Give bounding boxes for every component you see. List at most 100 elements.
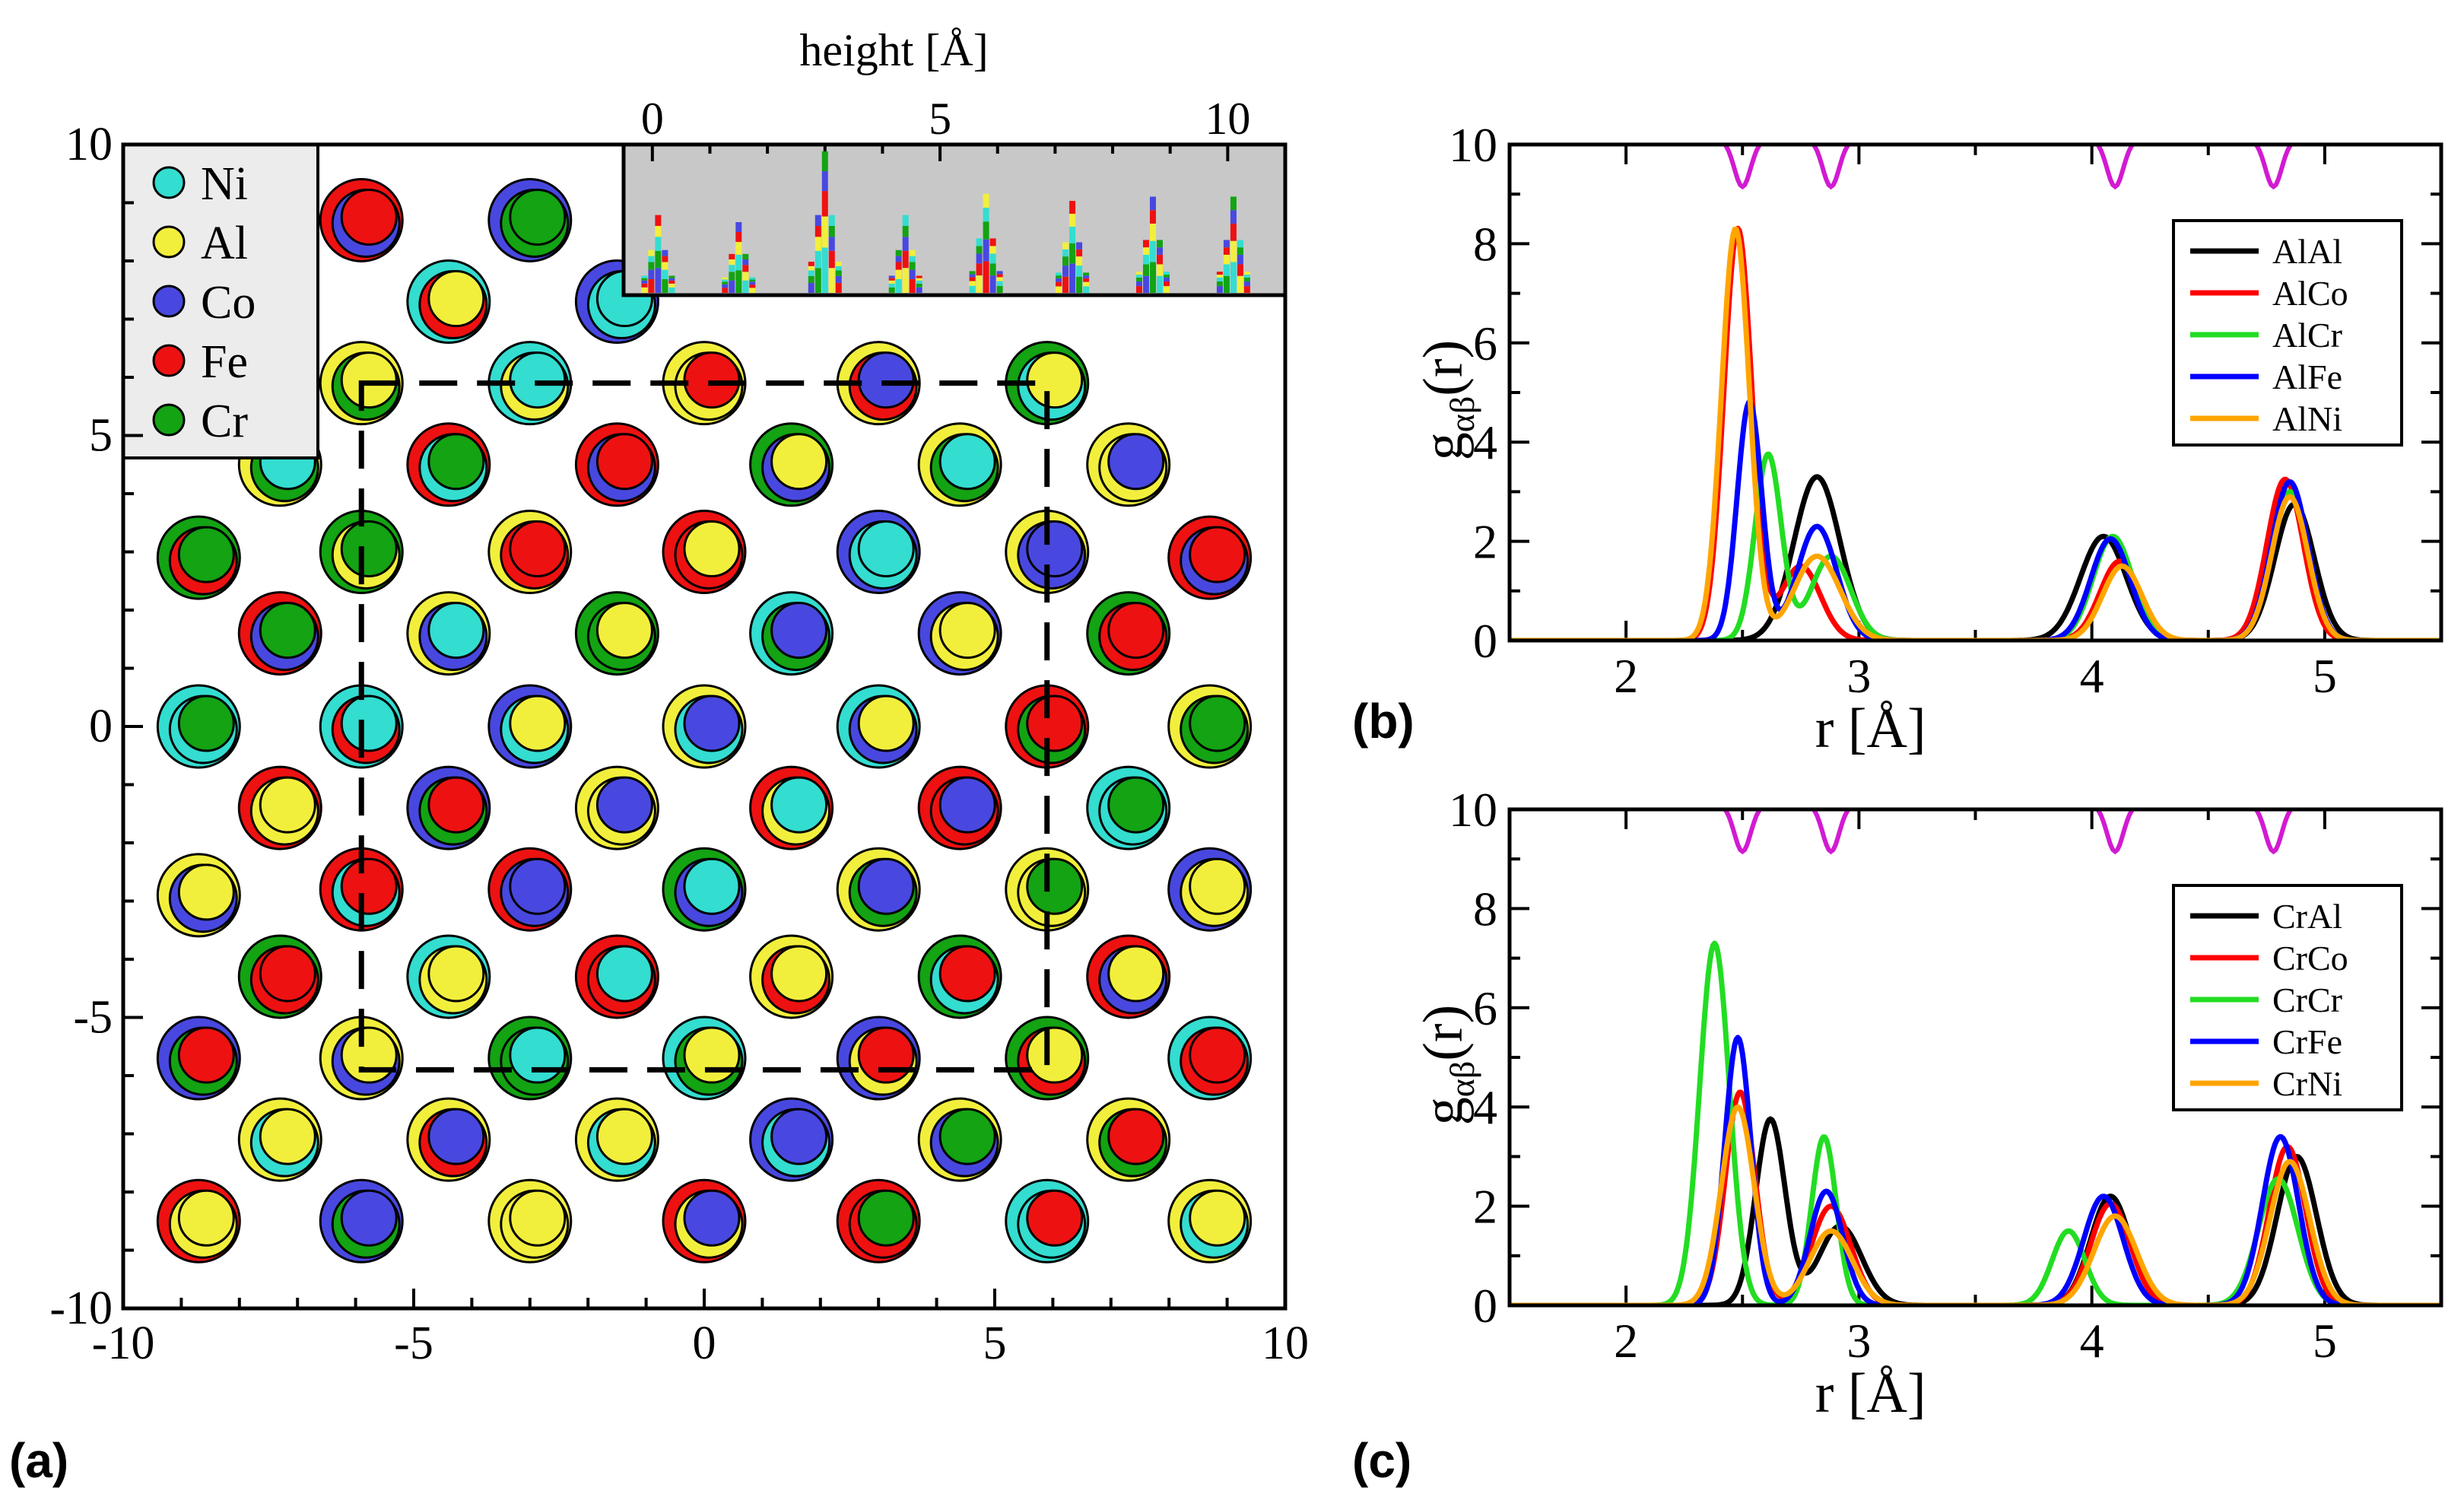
- atom-column: [749, 934, 834, 1019]
- atom-column: [156, 684, 241, 769]
- inset-bar: [1237, 247, 1243, 255]
- x-tick-label: 3: [1846, 649, 1871, 703]
- inset-bar: [641, 287, 648, 293]
- atom-co: [683, 695, 741, 752]
- x-tick-label: 0: [693, 1318, 716, 1369]
- inset-bar: [1230, 210, 1237, 224]
- legend-label-alal: AlAl: [2272, 232, 2342, 271]
- atom-column: [836, 510, 921, 594]
- y-tick-label: 8: [1473, 217, 1497, 271]
- atom-cr: [427, 433, 485, 491]
- plot-frame: [1507, 807, 2443, 1308]
- series-line-cral: [1510, 1116, 2441, 1305]
- atom-co: [340, 1189, 398, 1247]
- inset-bar: [983, 239, 989, 262]
- panel-label-a: (a): [9, 1433, 68, 1488]
- atom-al: [259, 1108, 316, 1165]
- inset-bar: [1143, 275, 1149, 293]
- atom-al: [938, 602, 996, 660]
- y-axis-label: gαβ(r): [1412, 1005, 1481, 1125]
- inset-bar: [662, 262, 668, 270]
- inset-bar: [821, 191, 828, 217]
- atom-ni: [509, 1026, 567, 1084]
- atom-column: [574, 765, 659, 850]
- atom-fe: [177, 1026, 235, 1084]
- inset-bar: [909, 278, 916, 293]
- inset-bar: [1069, 214, 1076, 227]
- inset-bar: [1223, 254, 1230, 265]
- inset-bar: [729, 265, 735, 272]
- atom-cr: [177, 526, 235, 583]
- atom-column: [319, 510, 404, 594]
- inset-bar: [1157, 254, 1163, 265]
- atom-co: [427, 1108, 485, 1165]
- atom-cr: [1026, 857, 1084, 915]
- inset-bar: [742, 253, 749, 260]
- inset-bar: [1076, 249, 1083, 257]
- atom-al: [340, 351, 398, 409]
- inset-bar: [722, 279, 729, 282]
- atom-cr: [259, 602, 316, 660]
- inset-bar: [895, 250, 902, 256]
- inset-bar: [749, 277, 756, 280]
- atom-co: [770, 1108, 828, 1165]
- unit-cell-dashed-box: [358, 380, 1050, 1073]
- inset-bar: [1223, 247, 1230, 255]
- atom-column: [487, 510, 573, 594]
- atom-ni: [340, 695, 398, 752]
- atom-ni: [683, 857, 741, 915]
- inset-bar: [828, 250, 835, 269]
- atom-column: [1005, 684, 1090, 769]
- y-tick-label: 2: [1473, 515, 1497, 569]
- inset-bar: [1076, 256, 1083, 266]
- atom-column: [749, 422, 834, 507]
- atom-fe: [683, 351, 741, 409]
- series-line-crni: [1510, 1104, 2441, 1305]
- inset-bar: [722, 277, 729, 280]
- inset-bar: [1150, 262, 1156, 293]
- inset-bar: [916, 278, 922, 281]
- atom-co: [938, 776, 996, 834]
- inset-bar: [976, 246, 983, 254]
- atom-cr: [1107, 776, 1165, 834]
- inset-bar: [1143, 247, 1149, 255]
- x-tick-label: 4: [2080, 649, 2104, 703]
- x-tick-label: 2: [1614, 649, 1638, 703]
- atom-column: [319, 177, 404, 262]
- inset-bar: [1243, 272, 1250, 275]
- x-tick-label: -10: [92, 1318, 155, 1369]
- atom-column: [1167, 515, 1253, 600]
- atom-column: [1005, 1178, 1090, 1264]
- inset-bar: [888, 283, 895, 288]
- inset-bar: [902, 268, 909, 293]
- plot-area: [1510, 145, 2441, 641]
- inset-bar: [895, 269, 902, 279]
- atom-co: [595, 776, 653, 834]
- x-tick-label: 3: [1846, 1314, 1871, 1368]
- inset-bar: [1230, 196, 1237, 211]
- inset-bar: [648, 262, 655, 270]
- atom-column: [662, 684, 747, 769]
- legend-label-fe: Fe: [201, 336, 248, 388]
- x-tick-label: 5: [983, 1318, 1007, 1369]
- atom-al: [857, 695, 915, 752]
- inset-bar: [835, 265, 842, 271]
- atom-fe: [509, 520, 567, 577]
- atom-column: [406, 422, 491, 507]
- atom-column: [1005, 510, 1090, 594]
- inset-bar: [1164, 272, 1170, 275]
- inset-bar: [655, 268, 662, 293]
- atom-column: [237, 591, 322, 676]
- inset-bar: [1136, 272, 1142, 275]
- atom-al: [1107, 945, 1165, 1003]
- inset-bar: [668, 278, 675, 281]
- axes-ticks-a: -10 -5 0 5 10 -10 -5 0 5 10: [49, 119, 1309, 1369]
- inset-bar: [989, 246, 996, 254]
- atom-column: [662, 510, 747, 594]
- legend-marker-cr: [152, 403, 186, 437]
- inset-bar: [976, 253, 983, 264]
- inset-bar: [902, 226, 909, 237]
